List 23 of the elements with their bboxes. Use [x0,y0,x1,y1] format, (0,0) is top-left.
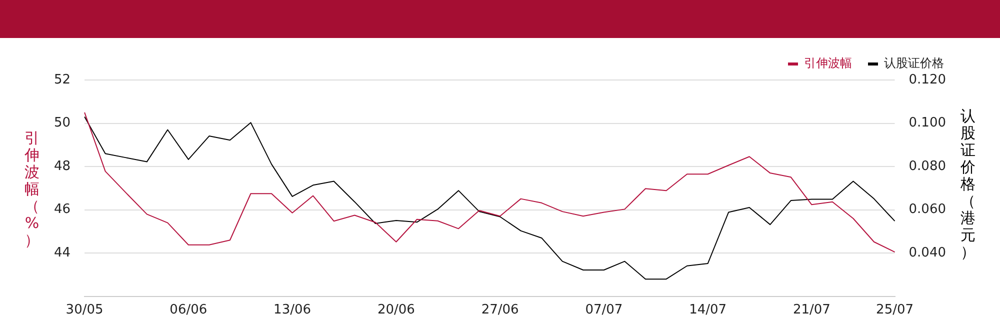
y-tick-label: 50 [54,116,71,131]
legend-label: 认股证价格 [884,56,944,70]
x-tick-label: 30/05 [66,302,104,318]
text: 认股证价格（港元） [960,107,976,261]
legend-label: 引伸波幅 [804,56,852,70]
y-tick-label: 46 [54,202,71,218]
y2-tick-label: 0.060 [908,202,946,218]
x-tick-label: 21/07 [792,302,830,318]
y2-tick-label: 0.100 [908,116,946,131]
x-tick-label: 07/07 [585,302,623,318]
x-tick-label: 27/06 [481,302,519,318]
x-tick-label: 20/06 [377,302,415,318]
y-tick-label: 52 [54,72,71,88]
y-axis-title: 引伸波幅（%） [24,129,40,249]
y2-tick-label: 0.080 [908,158,946,174]
x-tick-label: 25/07 [876,302,914,318]
y2-tick-label: 0.120 [908,72,946,88]
x-tick-label: 13/06 [274,302,312,318]
y-tick-label: 44 [54,245,71,260]
y-tick-label: 48 [54,158,71,174]
y2-tick-label: 0.040 [908,245,946,260]
x-tick-label: 06/06 [170,302,208,318]
x-tick-label: 14/07 [689,302,727,318]
